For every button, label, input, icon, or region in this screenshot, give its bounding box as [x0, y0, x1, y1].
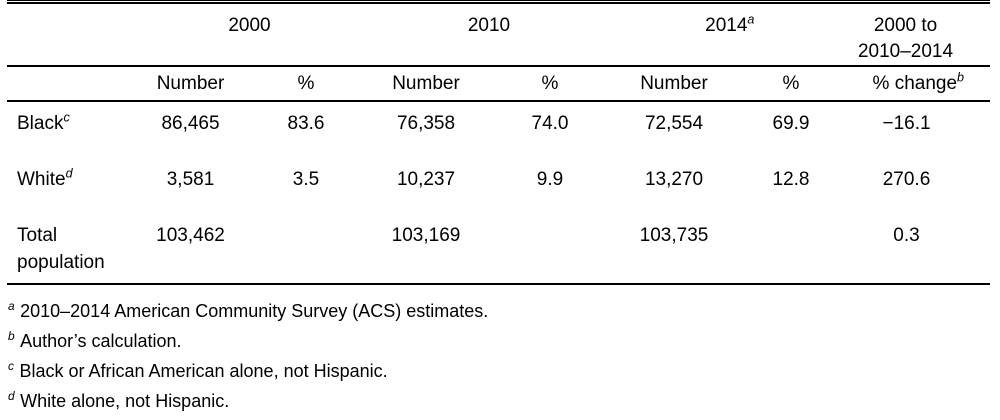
col-header-number-2010: Number — [365, 65, 487, 102]
cell: 12.8 — [772, 168, 810, 190]
cell: 3.5 — [292, 168, 320, 190]
footnote-marker-a: a — [747, 12, 755, 27]
footnote-marker-c: c — [63, 110, 71, 125]
cell: 74.0 — [531, 112, 569, 134]
group-header-2000: 2000 — [134, 3, 365, 67]
cell: 76,358 — [396, 112, 456, 134]
col-header-pct-2014: % — [735, 65, 848, 102]
col-header-pct-change: % changeb — [847, 65, 991, 102]
group-header-label: 2010 — [467, 14, 511, 36]
footnote-b: b Author’s calculation. — [8, 328, 182, 351]
cell: 3,581 — [166, 168, 215, 190]
group-header-row: 2000 2010 2014a 2000 to 2010–2014 — [7, 3, 991, 67]
row-label: Whited — [17, 166, 74, 190]
col-header-label: % change — [872, 72, 958, 94]
footnote-marker-d: d — [65, 166, 74, 181]
cell: 10,237 — [396, 168, 456, 190]
cell: 103,735 — [613, 213, 735, 285]
footnote-marker-b: b — [957, 70, 965, 85]
cell: 0.3 — [847, 213, 991, 285]
table-row: Blackc 86,465 83.6 76,358 74.0 72,554 69.9 −16.… — [7, 101, 990, 158]
col-header-pct-2000: % — [247, 65, 365, 102]
cell: 9.9 — [536, 168, 564, 190]
cell: 83.6 — [287, 112, 325, 134]
cell: 103,462 — [134, 213, 247, 285]
footnotes: a 2010–2014 American Community Survey (AC… — [7, 296, 990, 416]
group-header-2014: 2014a — [613, 3, 848, 67]
table-row: Whited 3,581 3.5 10,237 9.9 13,270 12.8 270.6 — [7, 158, 990, 214]
col-header-number-2000: Number — [134, 65, 247, 102]
footnote-c: c Black or African American alone, not Hi… — [8, 358, 388, 381]
table-row: Total population 103,462 103,169 103,735 0.3 — [7, 213, 991, 285]
group-header-label-line2: 2010–2014 — [857, 40, 954, 62]
cell — [487, 213, 613, 285]
col-header-pct-2010: % — [487, 65, 613, 102]
footnote-a: a 2010–2014 American Community Survey (AC… — [8, 298, 489, 321]
cell: 13,270 — [644, 168, 704, 190]
empty-corner-cell — [7, 65, 134, 102]
footnote-marker-b: b — [8, 328, 16, 343]
footnote-d: d White alone, not Hispanic. — [8, 388, 230, 411]
footnote-marker-c: c — [8, 358, 15, 373]
row-label: Total population — [7, 213, 134, 285]
cell: 270.6 — [882, 168, 931, 190]
population-by-race-table: 2000 2010 2014a 2000 to 2010–2014 Number… — [7, 3, 991, 285]
footnote-marker-a: a — [8, 298, 16, 313]
cell: 69.9 — [772, 112, 810, 134]
empty-corner-cell — [7, 3, 134, 67]
cell: 103,169 — [365, 213, 487, 285]
group-header-change-period: 2000 to 2010–2014 — [847, 3, 991, 67]
footnote-marker-d: d — [8, 388, 16, 403]
table-top-double-rule — [7, 0, 990, 4]
cell — [735, 213, 848, 285]
cell: 86,465 — [161, 112, 220, 134]
col-header-number-2014: Number — [613, 65, 735, 102]
table-body: Blackc 86,465 83.6 76,358 74.0 72,554 69.9 −16.… — [7, 101, 991, 285]
cell: −16.1 — [882, 112, 931, 134]
group-header-label: 2000 — [228, 14, 271, 36]
sub-header-row: Number % Number % Number % % changeb — [7, 65, 991, 102]
cell — [247, 213, 365, 285]
group-header-label-line1: 2000 to — [873, 14, 938, 36]
group-header-2010: 2010 — [365, 3, 613, 67]
cell: 72,554 — [644, 112, 704, 134]
row-label: Blackc — [17, 110, 71, 134]
group-header-label: 2014 — [705, 14, 748, 36]
